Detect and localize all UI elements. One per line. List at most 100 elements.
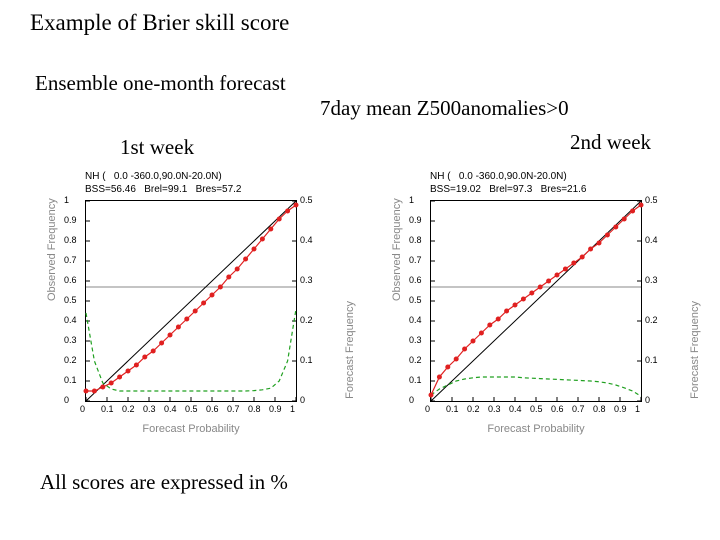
xtick-label: 0.5 [185,404,198,414]
ytick-left-label: 0.1 [64,375,82,385]
chart-header: NH ( 0.0 -360.0,90.0N-20.0N) BSS=56.46 B… [85,170,345,196]
reliability-marker [487,323,492,328]
reliability-marker [142,355,147,360]
reliability-marker [445,365,450,370]
xtick-label: 0.3 [143,404,156,414]
reliability-marker [605,233,610,238]
chart-header: NH ( 0.0 -360.0,90.0N-20.0N) BSS=19.02 B… [430,170,690,196]
center-variable-label: 7day mean Z500anomalies>0 [320,95,569,122]
reliability-marker [563,267,568,272]
xtick-label: 0.4 [509,404,522,414]
reliability-marker [571,261,576,266]
reliability-marker [294,203,299,208]
reliability-marker [243,257,248,262]
reliability-marker [109,381,114,386]
reliability-marker [252,247,257,252]
reliability-marker [92,389,97,394]
ytick-left-label: 0.9 [64,215,82,225]
ytick-right-label: 0.1 [645,355,658,365]
reliability-marker [588,247,593,252]
reliability-marker [184,317,189,322]
reliability-marker [521,297,526,302]
reliability-marker [513,303,518,308]
reliability-marker [201,301,206,306]
reliability-marker [597,241,602,246]
xtick-label: 0 [80,404,85,414]
reliability-chart-week1: NH ( 0.0 -360.0,90.0N-20.0N) BSS=56.46 B… [35,170,345,450]
reliability-marker [496,317,501,322]
ytick-right-label: 0.2 [300,315,313,325]
x-axis-label: Forecast Probability [487,423,584,435]
ytick-right-label: 0.5 [645,195,658,205]
ytick-left-label: 0.4 [409,315,427,325]
y-axis-right-label: Forecast Frequency [689,301,701,399]
ytick-right-label: 0.2 [645,315,658,325]
reliability-marker [126,369,131,374]
ytick-left-label: 0.8 [64,235,82,245]
xtick-label: 0.7 [572,404,585,414]
xtick-label: 0.7 [227,404,240,414]
xtick-label: 0.4 [164,404,177,414]
y-axis-right-label: Forecast Frequency [344,301,356,399]
reliability-marker [168,333,173,338]
xtick-label: 0.8 [593,404,606,414]
reliability-marker [639,203,644,208]
reliability-marker [226,275,231,280]
ytick-right-label: 0.5 [300,195,313,205]
reliability-marker [580,255,585,260]
ytick-right-label: 0 [300,395,305,405]
reliability-marker [429,393,434,398]
ytick-right-label: 0 [645,395,650,405]
xtick-label: 0.6 [206,404,219,414]
reliability-marker [268,227,273,232]
x-axis-label: Forecast Probability [142,423,239,435]
reliability-marker [260,237,265,242]
xtick-label: 0.8 [248,404,261,414]
xtick-label: 0.3 [488,404,501,414]
reliability-marker [630,209,635,214]
plot-area: 00.10.20.30.40.50.60.70.80.9100.10.20.30… [430,200,642,402]
reliability-marker [117,375,122,380]
xtick-label: 0 [425,404,430,414]
ytick-right-label: 0.4 [300,235,313,245]
ytick-left-label: 1 [409,195,427,205]
ytick-left-label: 0 [64,395,82,405]
forecast-frequency-line [431,377,641,396]
reliability-marker [529,291,534,296]
reliability-marker [151,349,156,354]
reliability-marker [613,225,618,230]
reliability-marker [159,341,164,346]
page-title: Example of Brier skill score [30,10,289,36]
xtick-label: 0.9 [614,404,627,414]
xtick-label: 0.1 [446,404,459,414]
xtick-label: 0.6 [551,404,564,414]
xtick-label: 0.5 [530,404,543,414]
ytick-left-label: 1 [64,195,82,205]
reliability-marker [479,331,484,336]
xtick-label: 1 [290,404,295,414]
week1-label: 1st week [120,135,194,160]
ytick-right-label: 0.4 [645,235,658,245]
subtitle: Ensemble one-month forecast [35,70,286,97]
xtick-label: 0.2 [122,404,135,414]
reliability-marker [218,285,223,290]
ytick-left-label: 0.3 [64,335,82,345]
ytick-left-label: 0.5 [64,295,82,305]
reliability-marker [176,325,181,330]
y-axis-left-label: Observed Frequency [391,198,403,301]
reliability-line [86,205,296,391]
reliability-chart-week2: NH ( 0.0 -360.0,90.0N-20.0N) BSS=19.02 B… [380,170,690,450]
reliability-marker [437,375,442,380]
week2-label: 2nd week [570,130,651,155]
xtick-label: 1 [635,404,640,414]
xtick-label: 0.1 [101,404,114,414]
reliability-marker [471,339,476,344]
reliability-marker [84,389,89,394]
ytick-left-label: 0.5 [409,295,427,305]
reliability-marker [504,309,509,314]
ytick-right-label: 0.1 [300,355,313,365]
ytick-right-label: 0.3 [645,275,658,285]
reliability-marker [100,385,105,390]
ytick-left-label: 0.3 [409,335,427,345]
ytick-left-label: 0 [409,395,427,405]
